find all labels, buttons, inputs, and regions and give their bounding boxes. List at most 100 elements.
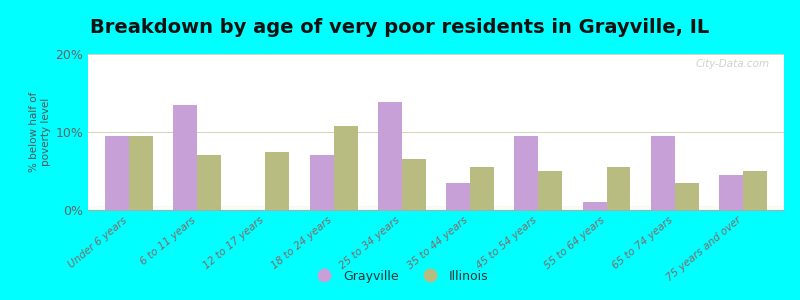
Bar xyxy=(402,159,426,210)
Bar xyxy=(582,202,606,210)
Bar xyxy=(105,136,129,210)
Bar xyxy=(675,183,698,210)
Bar xyxy=(88,207,784,209)
Bar xyxy=(88,207,784,209)
Bar xyxy=(514,136,538,210)
Bar xyxy=(88,208,784,209)
Bar xyxy=(88,207,784,208)
Bar xyxy=(88,208,784,209)
Bar xyxy=(88,208,784,209)
Text: Breakdown by age of very poor residents in Grayville, IL: Breakdown by age of very poor residents … xyxy=(90,18,710,37)
Bar xyxy=(88,208,784,209)
Bar xyxy=(88,208,784,209)
Bar xyxy=(88,208,784,209)
Bar xyxy=(88,207,784,209)
Bar xyxy=(88,208,784,210)
Bar xyxy=(88,208,784,209)
Bar xyxy=(334,126,358,210)
Bar xyxy=(88,208,784,209)
Bar xyxy=(88,208,784,209)
Bar xyxy=(174,105,197,210)
Bar xyxy=(446,183,470,210)
Bar xyxy=(88,207,784,209)
Bar xyxy=(88,207,784,208)
Bar xyxy=(88,207,784,209)
Bar xyxy=(88,207,784,209)
Bar xyxy=(88,208,784,210)
Bar xyxy=(129,136,153,210)
Bar xyxy=(88,208,784,209)
Bar xyxy=(88,208,784,209)
Bar xyxy=(88,208,784,209)
Bar xyxy=(88,208,784,209)
Bar xyxy=(88,208,784,209)
Bar xyxy=(88,207,784,209)
Bar xyxy=(743,171,767,210)
Bar xyxy=(88,208,784,210)
Bar xyxy=(88,208,784,210)
Bar xyxy=(88,207,784,208)
Bar xyxy=(606,167,630,210)
Bar xyxy=(88,207,784,209)
Text: City-Data.com: City-Data.com xyxy=(696,59,770,69)
Bar xyxy=(88,208,784,209)
Bar xyxy=(88,208,784,210)
Bar xyxy=(88,207,784,208)
Bar xyxy=(88,207,784,209)
Bar xyxy=(88,208,784,209)
Bar xyxy=(88,208,784,209)
Y-axis label: % below half of
poverty level: % below half of poverty level xyxy=(30,92,51,172)
Bar xyxy=(88,208,784,209)
Bar xyxy=(88,208,784,209)
Bar xyxy=(88,208,784,210)
Bar xyxy=(88,208,784,209)
Bar xyxy=(88,207,784,209)
Bar xyxy=(378,102,402,210)
Bar xyxy=(88,207,784,209)
Bar xyxy=(266,152,290,210)
Bar xyxy=(88,207,784,209)
Bar xyxy=(88,208,784,209)
Bar xyxy=(88,207,784,209)
Bar xyxy=(88,207,784,208)
Bar xyxy=(88,207,784,208)
Bar xyxy=(88,207,784,208)
Bar xyxy=(651,136,675,210)
Bar xyxy=(88,208,784,209)
Bar xyxy=(88,208,784,210)
Bar xyxy=(88,208,784,209)
Bar xyxy=(310,155,334,210)
Bar xyxy=(88,208,784,210)
Bar xyxy=(719,175,743,210)
Bar xyxy=(88,208,784,210)
Bar xyxy=(88,208,784,209)
Bar xyxy=(88,208,784,209)
Bar xyxy=(88,208,784,209)
Bar xyxy=(88,208,784,210)
Bar xyxy=(88,208,784,209)
Bar xyxy=(88,208,784,209)
Bar xyxy=(88,207,784,208)
Bar xyxy=(88,208,784,210)
Bar xyxy=(88,208,784,210)
Bar xyxy=(88,207,784,209)
Bar xyxy=(88,207,784,209)
Bar xyxy=(88,207,784,209)
Bar xyxy=(88,207,784,208)
Bar xyxy=(88,208,784,209)
Bar xyxy=(88,207,784,209)
Bar xyxy=(88,208,784,210)
Bar xyxy=(88,207,784,208)
Bar xyxy=(88,208,784,209)
Bar xyxy=(88,208,784,210)
Bar xyxy=(88,207,784,209)
Bar xyxy=(88,207,784,208)
Bar xyxy=(88,207,784,209)
Bar xyxy=(88,208,784,210)
Bar xyxy=(88,208,784,209)
Bar xyxy=(88,208,784,210)
Bar xyxy=(88,208,784,210)
Bar xyxy=(88,207,784,208)
Bar xyxy=(88,208,784,209)
Bar xyxy=(88,208,784,210)
